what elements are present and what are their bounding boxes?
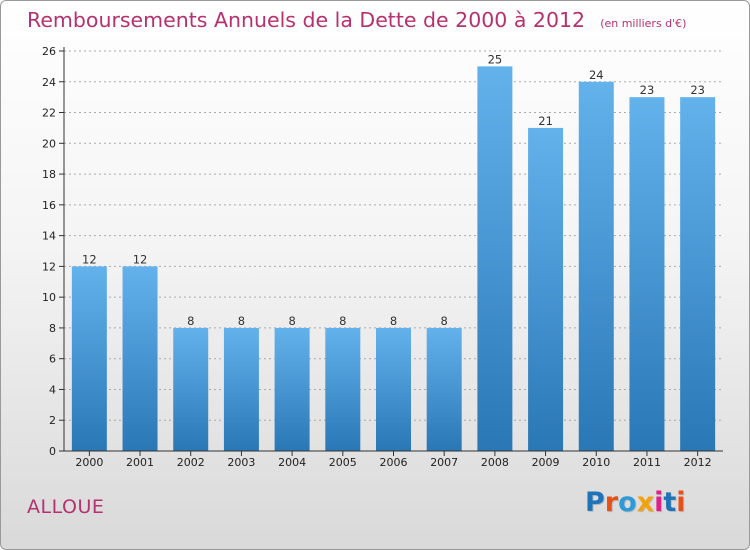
logo-letter: i [676, 487, 686, 518]
x-tick-label: 2007 [430, 456, 458, 469]
x-tick-label: 2005 [329, 456, 357, 469]
bar-2006 [376, 327, 411, 451]
bar-2011 [629, 97, 665, 452]
y-tick-label: 22 [42, 107, 56, 120]
data-label: 8 [238, 314, 245, 328]
proxiti-logo[interactable]: Proxiti [585, 487, 686, 518]
data-label: 23 [640, 83, 655, 97]
bar-2005 [325, 327, 361, 451]
logo-letter: P [585, 487, 605, 518]
y-tick-label: 14 [42, 230, 56, 243]
logo-letter: x [636, 487, 655, 518]
data-label: 12 [82, 252, 97, 266]
axes [59, 47, 723, 456]
x-tick-label: 2009 [532, 456, 560, 469]
y-tick-label: 18 [42, 168, 56, 181]
data-label: 8 [187, 314, 194, 328]
bars [71, 66, 716, 452]
x-tick-label: 2003 [227, 456, 255, 469]
y-tick-label: 2 [49, 414, 56, 427]
x-tick-label: 2008 [481, 456, 509, 469]
y-tick-label: 0 [49, 445, 56, 458]
data-label: 8 [441, 314, 448, 328]
x-tick-label: 2001 [126, 456, 154, 469]
data-label: 24 [589, 68, 604, 82]
bar-2009 [528, 127, 564, 451]
y-tick-label: 12 [42, 260, 56, 273]
y-tick-label: 26 [42, 45, 56, 58]
bar-2001 [122, 266, 158, 451]
chart-title: Remboursements Annuels de la Dette de 20… [27, 8, 586, 32]
data-label: 8 [339, 314, 346, 328]
bar-2007 [426, 327, 462, 451]
logo-letter: i [654, 487, 664, 518]
y-tick-label: 16 [42, 199, 56, 212]
x-tick-label: 2000 [75, 456, 103, 469]
chart-title-line: Remboursements Annuels de la Dette de 20… [27, 8, 686, 32]
data-label: 23 [690, 83, 705, 97]
y-tick-label: 20 [42, 137, 56, 150]
data-label: 8 [288, 314, 295, 328]
data-label: 21 [538, 114, 553, 128]
bar-2002 [173, 327, 209, 451]
x-tick-label: 2012 [684, 456, 712, 469]
x-tick-label: 2002 [177, 456, 205, 469]
y-tick-label: 4 [49, 383, 56, 396]
y-tick-label: 6 [49, 353, 56, 366]
x-tick-label: 2004 [278, 456, 306, 469]
bar-2004 [274, 327, 310, 451]
data-label: 12 [133, 252, 148, 266]
commune-name: ALLOUE [27, 496, 105, 518]
logo-letter: r [604, 487, 619, 518]
bar-2000 [71, 266, 107, 451]
logo-letter: o [618, 487, 637, 518]
data-label: 8 [390, 314, 397, 328]
bar-2010 [578, 81, 614, 452]
chart-subtitle: (en milliers d'€) [600, 17, 687, 30]
bar-2012 [680, 97, 716, 452]
y-tick-label: 24 [42, 76, 56, 89]
data-label: 25 [488, 52, 503, 66]
x-tick-label: 2006 [380, 456, 408, 469]
bar-2008 [477, 66, 513, 451]
y-tick-label: 8 [49, 322, 56, 335]
x-tick-label: 2010 [582, 456, 610, 469]
bar-2003 [223, 327, 259, 451]
logo-letter: t [663, 487, 677, 518]
x-tick-label: 2011 [633, 456, 661, 469]
y-tick-label: 10 [42, 291, 56, 304]
labels: 0246810121416182022242612200012200182002… [42, 45, 712, 469]
